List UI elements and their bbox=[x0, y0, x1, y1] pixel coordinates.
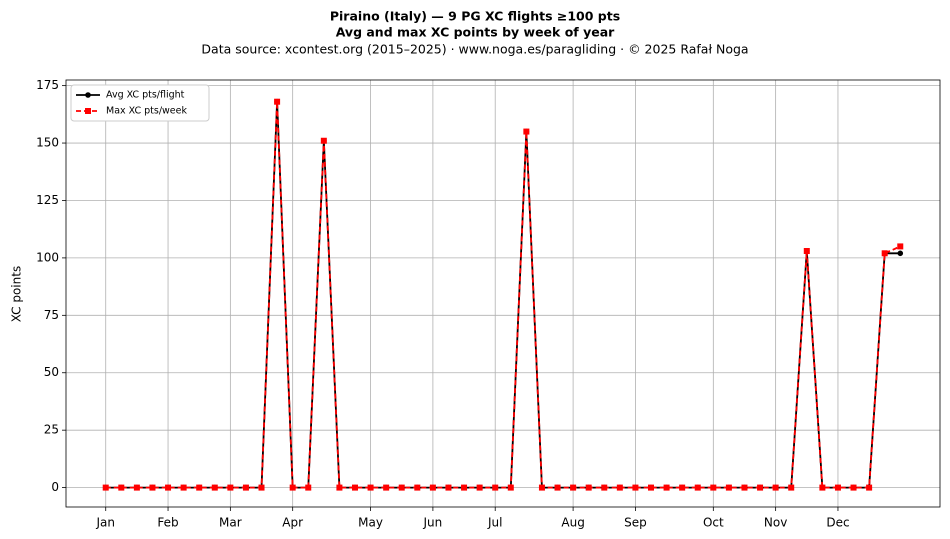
marker bbox=[523, 128, 530, 135]
marker bbox=[320, 137, 327, 144]
legend-box bbox=[70, 84, 210, 122]
x-tick-label: Mar bbox=[219, 516, 242, 530]
marker bbox=[383, 484, 390, 491]
x-tick-label: Aug bbox=[561, 516, 584, 530]
marker bbox=[897, 250, 904, 257]
marker bbox=[741, 484, 748, 491]
plot-frame bbox=[65, 79, 941, 508]
x-tick-label: May bbox=[358, 516, 383, 530]
marker bbox=[289, 484, 296, 491]
y-tick-label: 25 bbox=[44, 423, 59, 437]
chart-caption: Data source: xcontest.org (2015–2025) · … bbox=[201, 42, 748, 57]
marker bbox=[180, 484, 187, 491]
marker bbox=[507, 484, 514, 491]
marker bbox=[336, 484, 343, 491]
marker bbox=[211, 484, 218, 491]
marker bbox=[258, 484, 265, 491]
marker bbox=[476, 484, 483, 491]
x-tick-label: Sep bbox=[624, 516, 647, 530]
marker bbox=[165, 484, 172, 491]
marker bbox=[819, 484, 826, 491]
marker bbox=[694, 484, 701, 491]
marker bbox=[897, 243, 904, 250]
y-tick-label: 0 bbox=[51, 480, 59, 494]
legend: Avg XC pts/flight Max XC pts/week bbox=[70, 84, 210, 122]
series-line bbox=[105, 101, 901, 489]
marker bbox=[242, 484, 249, 491]
marker bbox=[367, 484, 374, 491]
marker bbox=[196, 484, 203, 491]
marker bbox=[85, 108, 91, 114]
marker bbox=[398, 484, 405, 491]
chart-title: Piraino (Italy) — 9 PG XC flights ≥100 p… bbox=[330, 9, 620, 24]
marker bbox=[274, 98, 281, 105]
marker bbox=[788, 484, 795, 491]
marker bbox=[492, 484, 499, 491]
marker bbox=[632, 484, 639, 491]
marker bbox=[570, 484, 577, 491]
x-tick-label: Apr bbox=[282, 516, 303, 530]
y-tick-label: 150 bbox=[36, 136, 59, 150]
marker bbox=[351, 484, 358, 491]
marker bbox=[102, 484, 109, 491]
marker bbox=[585, 484, 592, 491]
marker bbox=[881, 250, 888, 257]
marker bbox=[118, 484, 125, 491]
x-tick-label: Jun bbox=[423, 516, 443, 530]
marker bbox=[554, 484, 561, 491]
marker bbox=[538, 484, 545, 491]
y-axis-label: XC points bbox=[10, 266, 24, 322]
y-tick-label: 75 bbox=[44, 308, 59, 322]
y-tick-label: 125 bbox=[36, 193, 59, 207]
marker bbox=[772, 484, 779, 491]
marker bbox=[834, 484, 841, 491]
marker bbox=[445, 484, 452, 491]
x-tick-label: Feb bbox=[157, 516, 178, 530]
y-tick-label: 175 bbox=[36, 78, 59, 92]
marker bbox=[85, 92, 91, 98]
marker bbox=[648, 484, 655, 491]
marker bbox=[757, 484, 764, 491]
marker bbox=[710, 484, 717, 491]
x-tick-label: Dec bbox=[826, 516, 849, 530]
marker bbox=[850, 484, 857, 491]
x-tick-label: Jul bbox=[487, 516, 502, 530]
x-tick-label: Jan bbox=[95, 516, 115, 530]
marker bbox=[305, 484, 312, 491]
marker bbox=[461, 484, 468, 491]
marker bbox=[133, 484, 140, 491]
marker bbox=[866, 484, 873, 491]
series-line bbox=[105, 101, 901, 489]
legend-label: Avg XC pts/flight bbox=[106, 90, 185, 101]
marker bbox=[414, 484, 421, 491]
marker bbox=[725, 484, 732, 491]
marker bbox=[616, 484, 623, 491]
y-tick-label: 50 bbox=[44, 365, 59, 379]
chart-subtitle: Avg and max XC points by week of year bbox=[336, 25, 615, 40]
marker bbox=[679, 484, 686, 491]
marker bbox=[663, 484, 670, 491]
marker bbox=[429, 484, 436, 491]
legend-label: Max XC pts/week bbox=[106, 106, 187, 117]
marker bbox=[803, 248, 810, 255]
marker bbox=[227, 484, 234, 491]
marker bbox=[601, 484, 608, 491]
marker bbox=[149, 484, 156, 491]
y-tick-label: 100 bbox=[36, 250, 59, 264]
x-tick-label: Oct bbox=[703, 516, 724, 530]
x-tick-label: Nov bbox=[764, 516, 787, 530]
